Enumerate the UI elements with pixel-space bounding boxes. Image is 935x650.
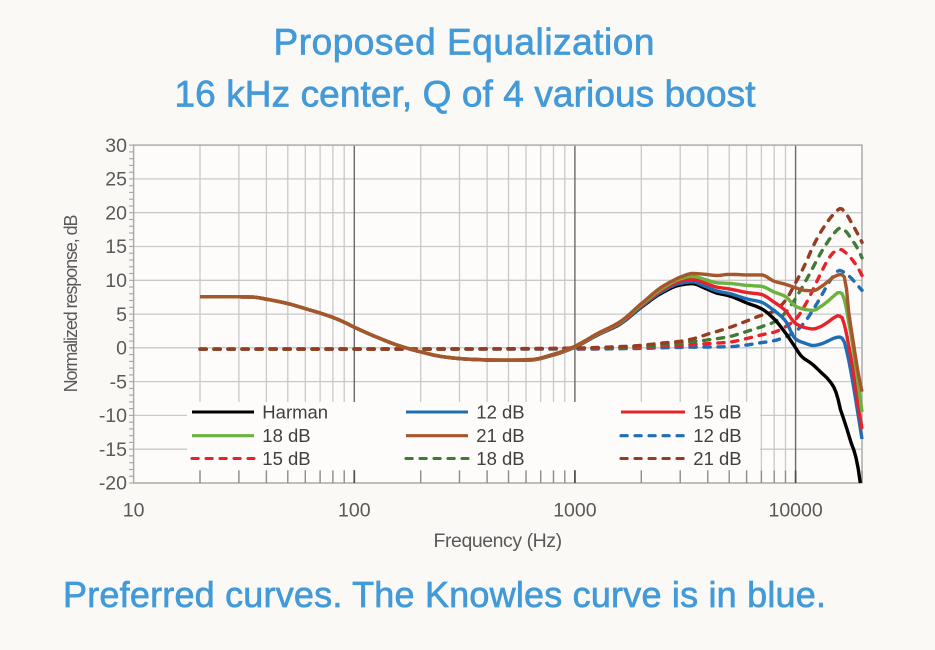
svg-text:-15: -15 xyxy=(99,439,127,461)
svg-text:100: 100 xyxy=(338,500,371,522)
svg-text:21 dB: 21 dB xyxy=(476,425,524,446)
svg-text:18 dB: 18 dB xyxy=(476,448,524,469)
svg-text:10: 10 xyxy=(105,270,127,292)
svg-text:12 dB: 12 dB xyxy=(693,425,741,446)
svg-text:16 kHz center, Q of 4 various: 16 kHz center, Q of 4 various boost xyxy=(175,74,757,115)
svg-text:Preferred curves. The Knowles: Preferred curves. The Knowles curve is i… xyxy=(63,574,826,615)
svg-text:5: 5 xyxy=(116,304,127,326)
svg-text:21 dB: 21 dB xyxy=(693,448,741,469)
svg-text:Frequency (Hz): Frequency (Hz) xyxy=(434,530,562,552)
svg-text:10000: 10000 xyxy=(768,500,822,522)
svg-text:0: 0 xyxy=(116,338,127,360)
svg-text:Normalized response, dB: Normalized response, dB xyxy=(61,215,81,393)
svg-text:10: 10 xyxy=(123,500,145,522)
svg-text:30: 30 xyxy=(105,135,127,157)
svg-text:-10: -10 xyxy=(99,405,127,427)
svg-text:18 dB: 18 dB xyxy=(262,425,310,446)
svg-text:15 dB: 15 dB xyxy=(262,448,310,469)
svg-text:1000: 1000 xyxy=(553,500,597,522)
svg-text:15: 15 xyxy=(105,236,127,258)
svg-text:Harman: Harman xyxy=(262,401,328,422)
svg-text:25: 25 xyxy=(105,169,127,191)
svg-text:Proposed Equalization: Proposed Equalization xyxy=(274,22,655,63)
svg-text:-5: -5 xyxy=(110,371,127,393)
svg-text:20: 20 xyxy=(105,202,127,224)
svg-text:15 dB: 15 dB xyxy=(693,401,741,422)
svg-text:12 dB: 12 dB xyxy=(476,401,524,422)
svg-text:-20: -20 xyxy=(99,473,127,495)
